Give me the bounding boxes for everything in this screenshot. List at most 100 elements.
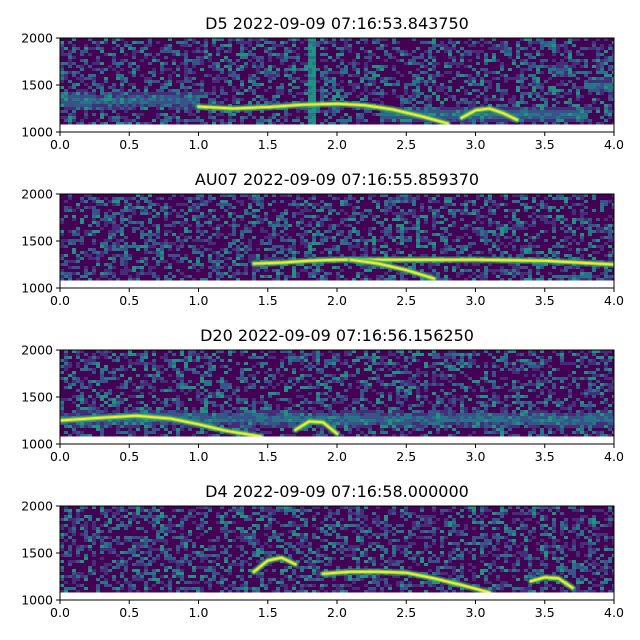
heatmap-cell bbox=[544, 59, 548, 62]
heatmap-cell bbox=[364, 242, 368, 245]
heatmap-cell bbox=[152, 209, 156, 212]
heatmap-cell bbox=[64, 356, 68, 359]
heatmap-cell bbox=[492, 230, 496, 233]
heatmap-cell bbox=[96, 68, 100, 71]
heatmap-cell bbox=[432, 248, 436, 251]
heatmap-cell bbox=[580, 128, 584, 131]
heatmap-cell bbox=[452, 353, 456, 356]
heatmap-cell bbox=[536, 86, 540, 89]
heatmap-cell bbox=[324, 59, 328, 62]
heatmap-cell bbox=[352, 218, 356, 221]
heatmap-cell bbox=[292, 200, 296, 203]
heatmap-cell bbox=[92, 68, 96, 71]
heatmap-cell bbox=[184, 107, 188, 110]
heatmap-cell bbox=[228, 113, 232, 116]
heatmap-cell bbox=[432, 200, 436, 203]
heatmap-cell bbox=[280, 41, 284, 44]
heatmap-cell bbox=[312, 59, 316, 62]
heatmap-cell bbox=[444, 44, 448, 47]
heatmap-cell bbox=[140, 233, 144, 236]
heatmap-cell bbox=[92, 200, 96, 203]
heatmap-cell bbox=[440, 278, 444, 281]
heatmap-cell bbox=[156, 203, 160, 206]
heatmap-cell bbox=[536, 53, 540, 56]
heatmap-cell bbox=[328, 350, 332, 353]
heatmap-cell bbox=[128, 221, 132, 224]
heatmap-cell bbox=[192, 278, 196, 281]
heatmap-cell bbox=[432, 62, 436, 65]
heatmap-cell bbox=[164, 68, 168, 71]
heatmap-cell bbox=[88, 86, 92, 89]
heatmap-cell bbox=[408, 107, 412, 110]
heatmap-cell bbox=[76, 353, 80, 356]
heatmap-cell bbox=[208, 110, 212, 113]
heatmap-cell bbox=[364, 119, 368, 122]
heatmap-cell bbox=[276, 119, 280, 122]
heatmap-cell bbox=[312, 89, 316, 92]
heatmap-cell bbox=[268, 350, 272, 353]
heatmap-cell bbox=[72, 233, 76, 236]
heatmap-cell bbox=[116, 41, 120, 44]
heatmap-cell bbox=[320, 221, 324, 224]
heatmap-cell bbox=[408, 200, 412, 203]
heatmap-cell bbox=[376, 41, 380, 44]
heatmap-cell bbox=[556, 95, 560, 98]
heatmap-cell bbox=[132, 71, 136, 74]
heatmap-cell bbox=[196, 41, 200, 44]
heatmap-cell bbox=[436, 233, 440, 236]
heatmap-cell bbox=[288, 224, 292, 227]
heatmap-cell bbox=[64, 101, 68, 104]
heatmap-cell bbox=[564, 50, 568, 53]
heatmap-cell bbox=[72, 83, 76, 86]
heatmap-cell bbox=[68, 101, 72, 104]
heatmap-cell bbox=[180, 224, 184, 227]
heatmap-cell bbox=[400, 50, 404, 53]
heatmap-cell bbox=[172, 194, 176, 197]
heatmap-cell bbox=[556, 275, 560, 278]
heatmap-cell bbox=[324, 80, 328, 83]
heatmap-cell bbox=[328, 272, 332, 275]
heatmap-cell bbox=[456, 356, 460, 359]
heatmap-cell bbox=[328, 98, 332, 101]
heatmap-cell bbox=[568, 71, 572, 74]
heatmap-cell bbox=[500, 233, 504, 236]
heatmap-cell bbox=[536, 233, 540, 236]
heatmap-cell bbox=[68, 92, 72, 95]
heatmap-cell bbox=[184, 53, 188, 56]
heatmap-cell bbox=[196, 95, 200, 98]
heatmap-cell bbox=[208, 98, 212, 101]
heatmap-cell bbox=[568, 248, 572, 251]
heatmap-cell bbox=[108, 92, 112, 95]
heatmap-cell bbox=[456, 353, 460, 356]
heatmap-cell bbox=[448, 284, 452, 287]
heatmap-cell bbox=[564, 125, 568, 128]
heatmap-cell bbox=[564, 119, 568, 122]
heatmap-cell bbox=[364, 197, 368, 200]
heatmap-cell bbox=[408, 227, 412, 230]
heatmap-cell bbox=[240, 263, 244, 266]
heatmap-cell bbox=[532, 236, 536, 239]
heatmap-cell bbox=[528, 350, 532, 353]
heatmap-cell bbox=[184, 236, 188, 239]
heatmap-cell bbox=[508, 47, 512, 50]
heatmap-cell bbox=[340, 80, 344, 83]
heatmap-cell bbox=[84, 281, 88, 284]
heatmap-cell bbox=[124, 236, 128, 239]
heatmap-cell bbox=[568, 41, 572, 44]
heatmap-cell bbox=[176, 80, 180, 83]
heatmap-cell bbox=[344, 71, 348, 74]
heatmap-cell bbox=[444, 98, 448, 101]
heatmap-cell bbox=[396, 236, 400, 239]
heatmap-cell bbox=[264, 242, 268, 245]
heatmap-cell bbox=[560, 221, 564, 224]
heatmap-cell bbox=[348, 74, 352, 77]
heatmap-cell bbox=[244, 116, 248, 119]
heatmap-cell bbox=[224, 98, 228, 101]
heatmap-cell bbox=[552, 245, 556, 248]
heatmap-cell bbox=[240, 98, 244, 101]
heatmap-cell bbox=[316, 107, 320, 110]
heatmap-cell bbox=[532, 206, 536, 209]
heatmap-cell bbox=[392, 275, 396, 278]
heatmap-cell bbox=[532, 239, 536, 242]
heatmap-cell bbox=[116, 227, 120, 230]
